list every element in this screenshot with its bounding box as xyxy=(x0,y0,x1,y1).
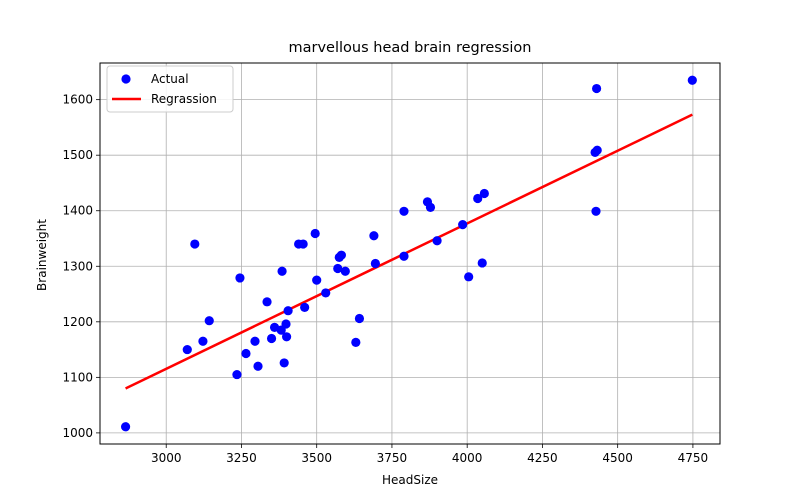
y-tick-label: 1500 xyxy=(62,148,93,162)
x-tick-label: 4000 xyxy=(452,451,483,465)
chart-title: marvellous head brain regression xyxy=(289,40,532,56)
data-point xyxy=(592,83,602,94)
y-tick-label: 1300 xyxy=(62,259,93,273)
data-point xyxy=(354,313,365,324)
data-point xyxy=(591,206,601,216)
data-point xyxy=(369,231,379,241)
y-tick-label: 1600 xyxy=(62,93,93,107)
data-point xyxy=(370,258,380,269)
legend-marker-actual xyxy=(121,74,131,84)
y-tick-label: 1000 xyxy=(62,426,93,440)
data-point xyxy=(262,297,272,307)
data-point xyxy=(241,348,251,359)
data-point xyxy=(312,275,322,285)
data-point xyxy=(432,236,442,246)
x-tick-label: 4250 xyxy=(527,451,558,465)
x-tick-label: 4750 xyxy=(678,451,709,465)
data-point xyxy=(253,361,263,371)
regression-line xyxy=(125,113,693,390)
data-point xyxy=(473,193,483,204)
legend-label: Regrassion xyxy=(151,92,217,106)
data-point xyxy=(282,332,292,342)
y-tick-label: 1100 xyxy=(62,370,93,384)
data-point xyxy=(321,288,331,298)
y-tick-label: 1200 xyxy=(62,315,93,329)
axis-ticks: 3000 3250 3500 3750 4000 4250 4500 4750 1000 1100… xyxy=(62,93,708,465)
data-point xyxy=(687,75,697,85)
data-point xyxy=(464,272,474,282)
data-point xyxy=(266,333,277,344)
data-point xyxy=(190,239,200,249)
data-point xyxy=(204,316,214,326)
plot-frame xyxy=(99,62,721,445)
legend-label: Actual xyxy=(151,72,189,86)
data-point xyxy=(479,188,489,199)
data-point xyxy=(298,239,308,249)
data-point xyxy=(458,220,468,230)
data-point xyxy=(399,206,409,216)
x-tick-label: 3250 xyxy=(226,451,257,465)
y-axis-label: Brainweight xyxy=(35,219,49,291)
legend-box xyxy=(106,65,234,113)
x-tick-label: 4500 xyxy=(602,451,633,465)
data-point xyxy=(277,266,287,276)
x-tick-label: 3000 xyxy=(151,451,182,465)
x-tick-label: 3750 xyxy=(377,451,408,465)
plot-series xyxy=(120,75,697,432)
grid xyxy=(100,63,720,444)
data-point xyxy=(425,202,436,213)
data-point xyxy=(399,251,409,261)
data-point xyxy=(300,302,310,312)
data-point xyxy=(182,344,192,355)
data-point xyxy=(477,258,487,268)
data-point xyxy=(333,263,343,274)
data-point xyxy=(235,273,245,283)
data-point xyxy=(279,358,289,368)
data-point xyxy=(232,369,242,380)
x-axis-label: HeadSize xyxy=(382,473,438,487)
legend: Actual Regrassion xyxy=(106,65,234,113)
data-point xyxy=(250,336,260,346)
data-point xyxy=(310,228,320,239)
x-tick-label: 3500 xyxy=(301,451,332,465)
data-point xyxy=(592,145,602,155)
data-point xyxy=(120,422,131,432)
data-point xyxy=(336,250,346,260)
y-tick-label: 1400 xyxy=(62,204,93,218)
data-point xyxy=(198,336,208,346)
data-point xyxy=(351,337,361,347)
data-point xyxy=(283,306,293,316)
data-point xyxy=(340,266,350,276)
data-point xyxy=(281,319,291,329)
